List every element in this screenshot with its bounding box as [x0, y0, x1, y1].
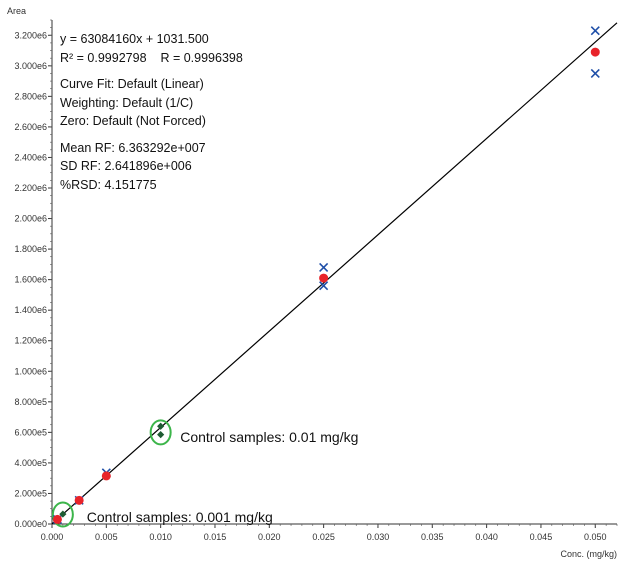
y-tick-label: 3.200e6 — [14, 30, 47, 40]
data-point-diamond — [157, 422, 165, 430]
y-axis-title: Area — [7, 6, 26, 16]
sd-rf-text: SD RF: 2.641896e+006 — [60, 159, 192, 173]
y-tick-label: 2.800e6 — [14, 91, 47, 101]
r-text: R = 0.9996398 — [160, 50, 243, 65]
x-tick-label: 0.040 — [475, 532, 498, 542]
rsd-text: %RSD: 4.151775 — [60, 177, 157, 192]
annotation-control-001: Control samples: 0.01 mg/kg — [180, 429, 359, 446]
annotation-control-0001: Control samples: 0.001 mg/kg — [86, 508, 273, 525]
data-point-circle — [52, 514, 62, 524]
y-tick-label: 1.800e6 — [14, 244, 47, 254]
y-tick-label: 2.200e6 — [14, 183, 47, 193]
y-tick-label: 3.000e6 — [14, 61, 47, 71]
data-point-cross — [319, 281, 329, 291]
data-point-cross — [319, 262, 329, 272]
y-tick-label: 6.000e5 — [14, 427, 47, 437]
data-point-cross — [590, 68, 600, 79]
mean-rf-text: Mean RF: 6.363292e+007 — [60, 140, 206, 155]
data-point-circle — [101, 471, 111, 481]
x-tick-label: 0.015 — [204, 532, 227, 542]
data-point-circle — [319, 273, 329, 283]
data-point-cross — [590, 26, 600, 36]
highlight-ring — [51, 501, 74, 528]
highlight-ring — [149, 419, 172, 446]
fit-line — [51, 22, 618, 525]
y-tick-label: 1.200e6 — [14, 336, 47, 346]
y-tick-label: 8.000e5 — [14, 397, 47, 407]
y-tick-label: 1.000e6 — [14, 366, 47, 376]
x-axis-title: Conc. (mg/kg) — [560, 549, 617, 559]
x-tick-label: 0.035 — [421, 532, 444, 542]
data-point-circle — [74, 495, 84, 505]
weighting-text: Weighting: Default (1/C) — [60, 95, 194, 110]
y-tick-label: 2.000e6 — [14, 214, 47, 224]
data-point-diamond — [157, 431, 165, 439]
y-tick-label: 2.400e6 — [14, 152, 47, 162]
correlation-row: R² = 0.9992798 R = 0.9996398 — [60, 49, 243, 68]
x-tick-label: 0.000 — [41, 532, 64, 542]
r-squared-text: R² = 0.9992798 — [60, 50, 147, 65]
zero-text: Zero: Default (Not Forced) — [60, 114, 206, 128]
x-tick-label: 0.020 — [258, 532, 281, 542]
y-tick-label: 4.000e5 — [14, 458, 47, 468]
data-point-diamond — [59, 510, 67, 518]
x-tick-label: 0.030 — [367, 532, 390, 542]
regression-stats: y = 63084160x + 1031.500 R² = 0.9992798 … — [60, 30, 243, 194]
data-point-circle — [590, 47, 600, 57]
curve-fit-text: Curve Fit: Default (Linear) — [60, 77, 204, 91]
x-tick-label: 0.005 — [95, 532, 118, 542]
x-tick-label: 0.025 — [312, 532, 335, 542]
y-tick-label: 2.000e5 — [14, 488, 47, 498]
x-tick-label: 0.050 — [584, 532, 607, 542]
y-tick-label: 0.000e0 — [14, 519, 47, 529]
x-tick-label: 0.010 — [149, 532, 172, 542]
equation-text: y = 63084160x + 1031.500 — [60, 32, 209, 46]
y-tick-label: 1.400e6 — [14, 305, 47, 315]
x-tick-label: 0.045 — [530, 532, 553, 542]
y-tick-label: 2.600e6 — [14, 122, 47, 132]
y-tick-label: 1.600e6 — [14, 275, 47, 285]
